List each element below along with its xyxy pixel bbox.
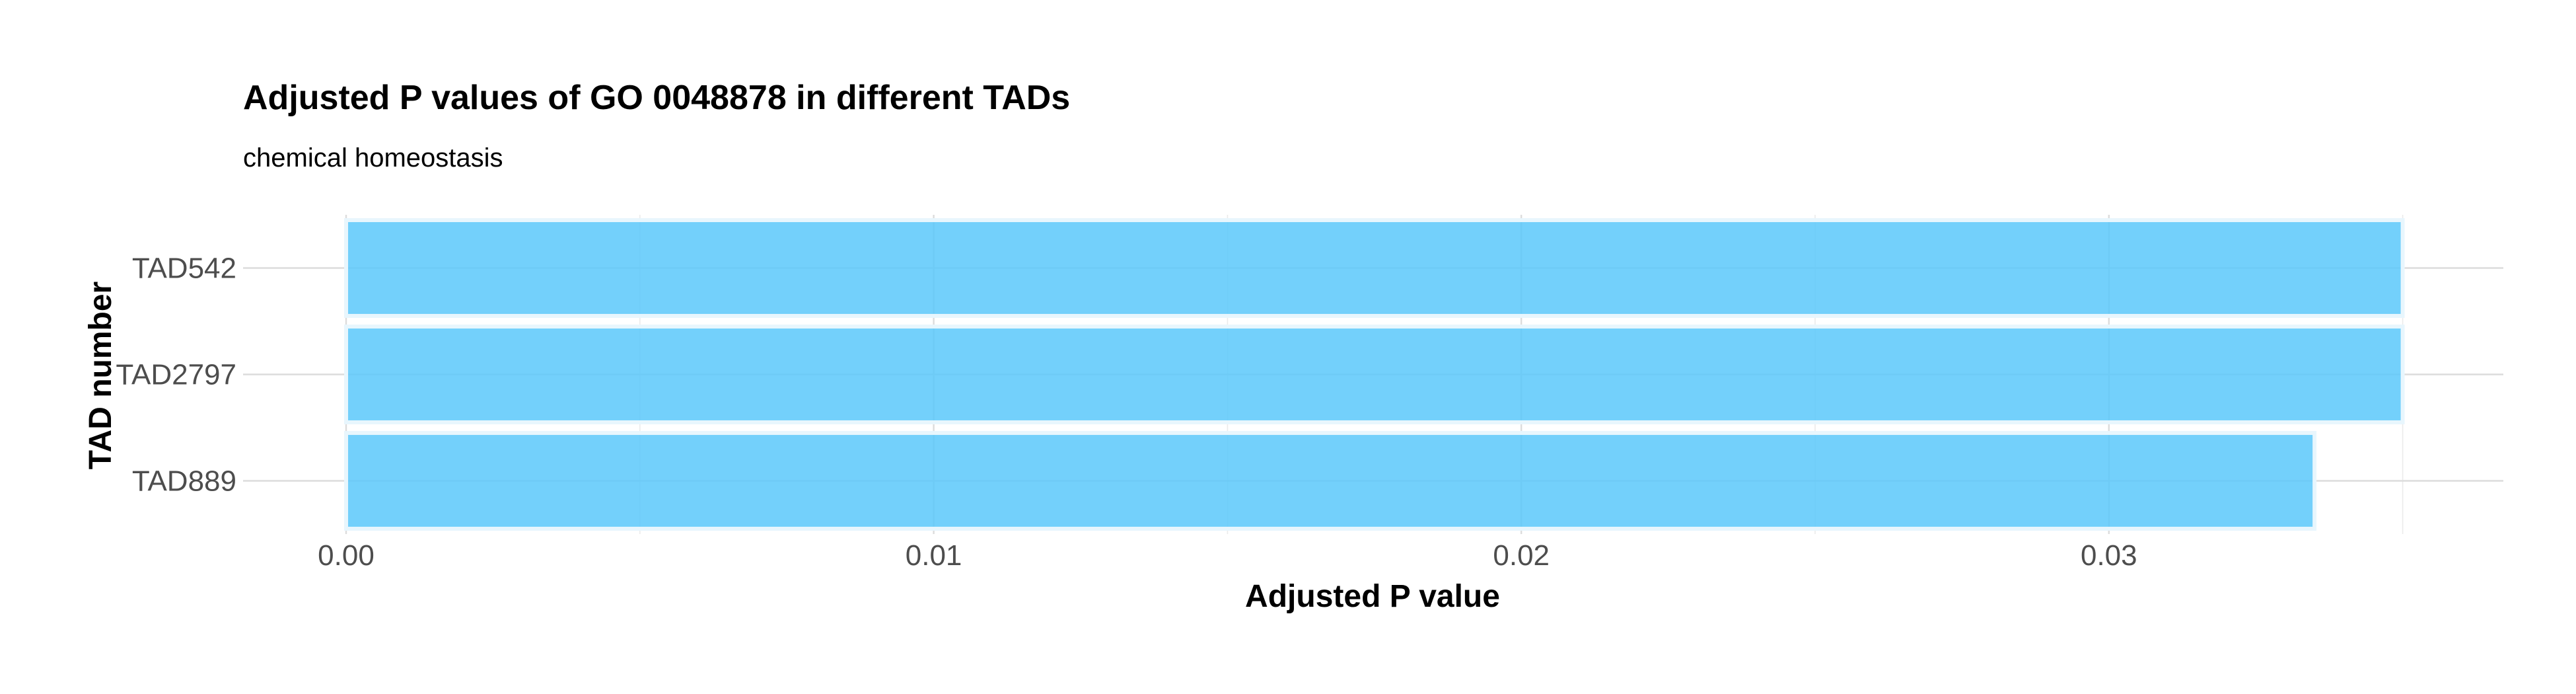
y-tick-labels: TAD542 TAD2797 TAD889 <box>116 252 236 498</box>
x-tick-labels: 0.00 0.01 0.02 0.03 <box>318 539 2137 572</box>
bar-layer <box>344 218 2405 531</box>
chart-title: Adjusted P values of GO 0048878 in diffe… <box>243 79 1070 117</box>
y-tick-label: TAD889 <box>132 465 236 498</box>
y-axis-label: TAD number <box>83 282 118 469</box>
x-tick-label: 0.03 <box>2081 539 2137 572</box>
chart-subtitle: chemical homeostasis <box>243 143 503 173</box>
bar-tad542 <box>344 218 2405 318</box>
bar-tad2797 <box>344 325 2405 424</box>
bar-tad889 <box>344 431 2317 531</box>
y-tick-label: TAD2797 <box>116 359 236 391</box>
x-tick-label: 0.00 <box>318 539 375 572</box>
y-tick-label: TAD542 <box>132 252 236 285</box>
x-tick-label: 0.01 <box>906 539 962 572</box>
x-tick-label: 0.02 <box>1493 539 1550 572</box>
x-axis-label: Adjusted P value <box>1245 579 1500 614</box>
